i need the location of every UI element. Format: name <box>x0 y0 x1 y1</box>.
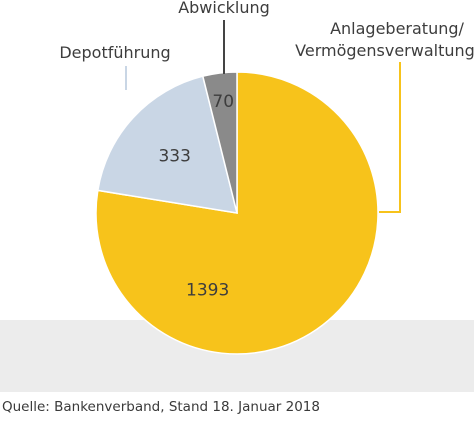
leader-line <box>379 62 401 213</box>
slice-value-label: 333 <box>158 147 190 167</box>
slice-category-label: Depotführung <box>59 43 170 62</box>
value-labels: 1393 333 70 <box>158 92 234 300</box>
slice-value-label: 70 <box>212 92 234 112</box>
pie-slice <box>95 71 379 355</box>
pie-slice <box>201 71 238 214</box>
pie-slices <box>95 71 379 355</box>
slice-category-label: Abwicklung <box>178 0 270 17</box>
category-labels: Anlageberatung/Vermögensverwaltung Depotf… <box>59 0 474 62</box>
source-note: Quelle: Bankenverband, Stand 18. Januar … <box>2 399 320 415</box>
slice-value-label: 1393 <box>186 280 229 300</box>
slice-category-label: Anlageberatung/ <box>330 19 464 38</box>
leader-lines <box>125 20 401 213</box>
slice-category-label: Vermögensverwaltung <box>295 41 474 60</box>
pie-slice <box>96 75 239 214</box>
